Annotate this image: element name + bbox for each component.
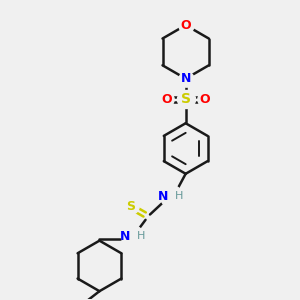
Text: O: O [200, 93, 210, 106]
Text: H: H [175, 191, 184, 201]
Text: O: O [161, 93, 172, 106]
Text: S: S [126, 200, 135, 213]
Text: N: N [119, 230, 130, 243]
Text: O: O [180, 19, 191, 32]
Text: S: S [181, 92, 191, 106]
Text: N: N [181, 72, 191, 85]
Text: N: N [158, 190, 168, 202]
Text: H: H [136, 231, 145, 241]
